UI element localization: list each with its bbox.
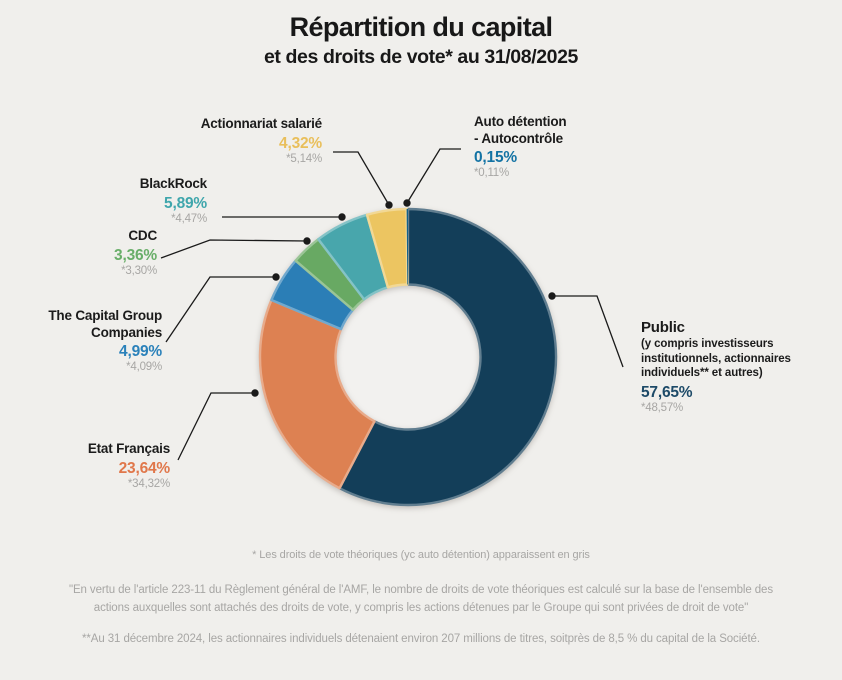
donut-slice-auto_detention (406, 209, 408, 285)
callout-blackrock: BlackRock 5,89% *4,47% (140, 176, 207, 226)
callout-etat-francais: Etat Français 23,64% *34,32% (88, 441, 170, 491)
chart-title: Répartition du capital (289, 12, 553, 42)
segment-theoretical-blackrock: *4,47% (171, 212, 207, 225)
segment-value-public: 57,65% (641, 383, 693, 401)
footnote-amf-line2: actions auxquelles sont attachés des dro… (93, 602, 749, 614)
callout-actionnariat-salarie: Actionnariat salarié 4,32% *5,14% (200, 116, 323, 166)
leader-dot-auto_detention (403, 199, 411, 207)
segment-label-capital-group-line1: The Capital Group (48, 308, 162, 323)
donut-hole (334, 283, 482, 431)
callout-cdc: CDC 3,36% *3,30% (114, 228, 157, 278)
leader-dot-blackrock (338, 213, 346, 221)
leader-dot-actionnariat_salarie (385, 201, 393, 209)
segment-desc-public-line2: institutionnels, actionnaires (641, 352, 791, 365)
callout-public: Public (y compris investisseurs institut… (641, 319, 791, 415)
segment-desc-public-line3: individuels** et autres) (641, 367, 763, 379)
leader-line-cdc (160, 239, 308, 259)
callout-auto-detention: Auto détention - Autocontrôle 0,15% *0,1… (474, 114, 567, 180)
segment-theoretical-etat: *34,32% (127, 477, 170, 490)
leader-line-capital_group (165, 276, 276, 343)
segment-value-capital-group: 4,99% (119, 343, 162, 360)
segment-label-capital-group-line2: Companies (91, 324, 162, 340)
header: Répartition du capital et des droits de … (0, 11, 842, 69)
segment-theoretical-capital-group: *4,09% (126, 361, 162, 373)
segment-theoretical-actionnariat: *5,14% (286, 152, 322, 165)
segment-value-actionnariat: 4,32% (279, 134, 322, 152)
leader-line-auto_detention (406, 148, 461, 204)
segment-label-blackrock: BlackRock (139, 176, 207, 191)
segment-label-public: Public (641, 319, 685, 336)
leader-line-etat_francais (177, 392, 255, 461)
footnote-individual-shareholders: **Au 31 décembre 2024, les actionnaires … (82, 633, 760, 645)
segment-label-auto-line1: Auto détention (474, 114, 567, 129)
donut-slice-public (338, 207, 558, 507)
segment-value-auto: 0,15% (474, 149, 517, 166)
donut-slices (258, 207, 558, 507)
leader-line-actionnariat_salarie (333, 151, 390, 206)
footnote-voting-rights: * Les droits de vote théoriques (yc auto… (252, 549, 590, 561)
leader-dot-public (548, 292, 556, 300)
leader-line-public (552, 295, 624, 368)
donut-slice-etat_francais (258, 298, 376, 490)
segment-theoretical-auto: *0,11% (474, 167, 510, 179)
segment-label-actionnariat: Actionnariat salarié (200, 116, 323, 131)
leader-dot-capital_group (272, 273, 280, 281)
footnote-amf: "En vertu de l'article 223-11 du Règleme… (0, 581, 842, 617)
segment-theoretical-public: *48,57% (641, 401, 684, 414)
segment-label-etat: Etat Français (87, 441, 170, 456)
chart-subtitle: et des droits de vote* au 31/08/2025 (263, 46, 578, 68)
footnote-amf-line1: "En vertu de l'article 223-11 du Règleme… (68, 584, 773, 596)
leader-dot-cdc (303, 237, 311, 245)
segment-desc-public-line1: (y compris investisseurs (641, 338, 774, 350)
segment-value-etat: 23,64% (118, 459, 171, 477)
segment-label-cdc: CDC (128, 228, 157, 243)
leader-lines (160, 148, 624, 461)
callout-capital-group: The Capital Group Companies 4,99% *4,09% (48, 308, 162, 374)
segment-theoretical-cdc: *3,30% (121, 264, 157, 277)
donut-hole-layer (334, 283, 482, 431)
leader-dot-etat_francais (251, 389, 259, 397)
segment-value-cdc: 3,36% (114, 246, 157, 264)
segment-label-auto-line2: - Autocontrôle (474, 130, 563, 146)
segment-value-blackrock: 5,89% (164, 194, 207, 212)
